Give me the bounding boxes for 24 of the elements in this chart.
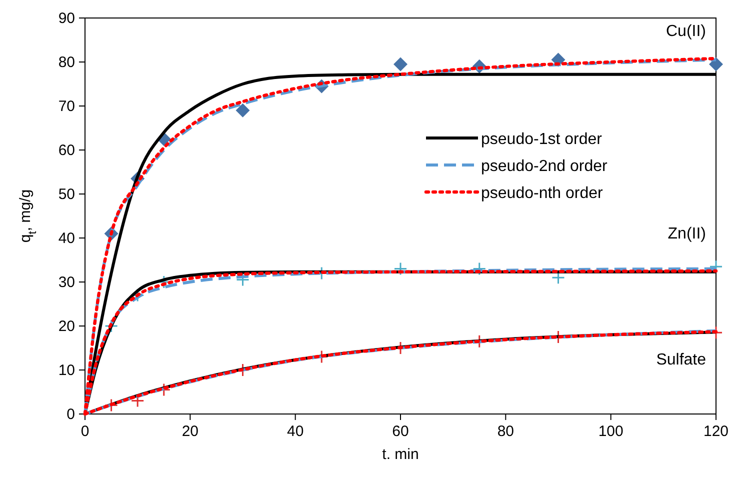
y-tick-label: 90	[58, 10, 75, 27]
x-tick-label: 120	[703, 423, 729, 440]
y-tick-label: 10	[58, 362, 75, 379]
series-label: Cu(II)	[666, 23, 706, 40]
x-tick-label: 100	[598, 423, 624, 440]
x-tick-label: 20	[182, 423, 199, 440]
x-tick-label: 60	[392, 423, 409, 440]
legend-label: pseudo-2nd order	[481, 158, 608, 175]
y-tick-label: 0	[66, 406, 75, 423]
series-label: Zn(II)	[668, 226, 706, 243]
x-axis-title: t. min	[382, 446, 419, 463]
y-tick-label: 20	[58, 318, 75, 335]
y-tick-label: 80	[58, 54, 75, 71]
legend-label: pseudo-nth order	[481, 185, 604, 202]
x-tick-label: 0	[80, 423, 90, 440]
x-tick-label: 40	[286, 423, 304, 440]
y-tick-label: 30	[58, 274, 75, 291]
y-tick-label: 50	[58, 186, 75, 203]
y-tick-label: 70	[58, 98, 75, 115]
legend-label: pseudo-1st order	[481, 131, 603, 148]
series-label: Sulfate	[656, 352, 706, 369]
y-tick-label: 60	[58, 142, 75, 159]
y-tick-label: 40	[58, 230, 75, 247]
x-tick-label: 80	[497, 423, 514, 440]
